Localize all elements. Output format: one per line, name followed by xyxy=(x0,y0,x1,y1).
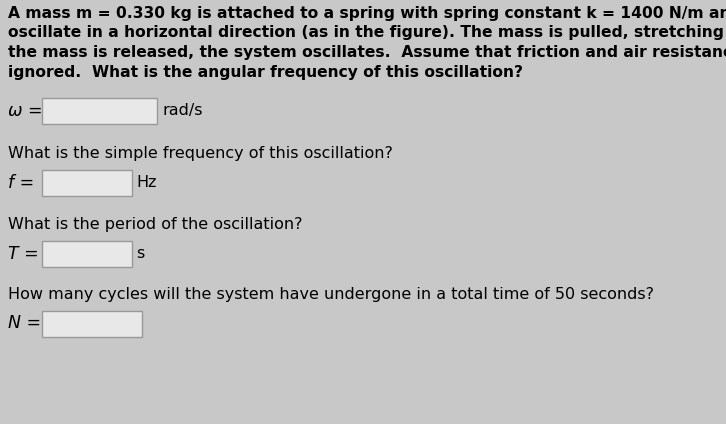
Text: the mass is released, the system oscillates.  Assume that friction and air resis: the mass is released, the system oscilla… xyxy=(8,45,726,60)
Text: What is the simple frequency of this oscillation?: What is the simple frequency of this osc… xyxy=(8,146,393,161)
Text: Hz: Hz xyxy=(136,175,157,190)
FancyBboxPatch shape xyxy=(42,170,132,195)
Text: rad/s: rad/s xyxy=(163,103,203,118)
FancyBboxPatch shape xyxy=(42,310,142,337)
Text: oscillate in a horizontal direction (as in the figure). The mass is pulled, stre: oscillate in a horizontal direction (as … xyxy=(8,25,726,41)
Text: f =: f = xyxy=(8,173,34,192)
Text: A mass m = 0.330 kg is attached to a spring with spring constant k = 1400 N/m an: A mass m = 0.330 kg is attached to a spr… xyxy=(8,6,726,21)
Text: s: s xyxy=(136,246,144,262)
Text: ω =: ω = xyxy=(8,102,43,120)
Text: How many cycles will the system have undergone in a total time of 50 seconds?: How many cycles will the system have und… xyxy=(8,287,654,302)
FancyBboxPatch shape xyxy=(42,98,157,124)
Text: T =: T = xyxy=(8,245,38,263)
Text: N =: N = xyxy=(8,315,41,332)
FancyBboxPatch shape xyxy=(42,241,132,267)
Text: What is the period of the oscillation?: What is the period of the oscillation? xyxy=(8,218,303,232)
Text: ignored.  What is the angular frequency of this oscillation?: ignored. What is the angular frequency o… xyxy=(8,64,523,80)
